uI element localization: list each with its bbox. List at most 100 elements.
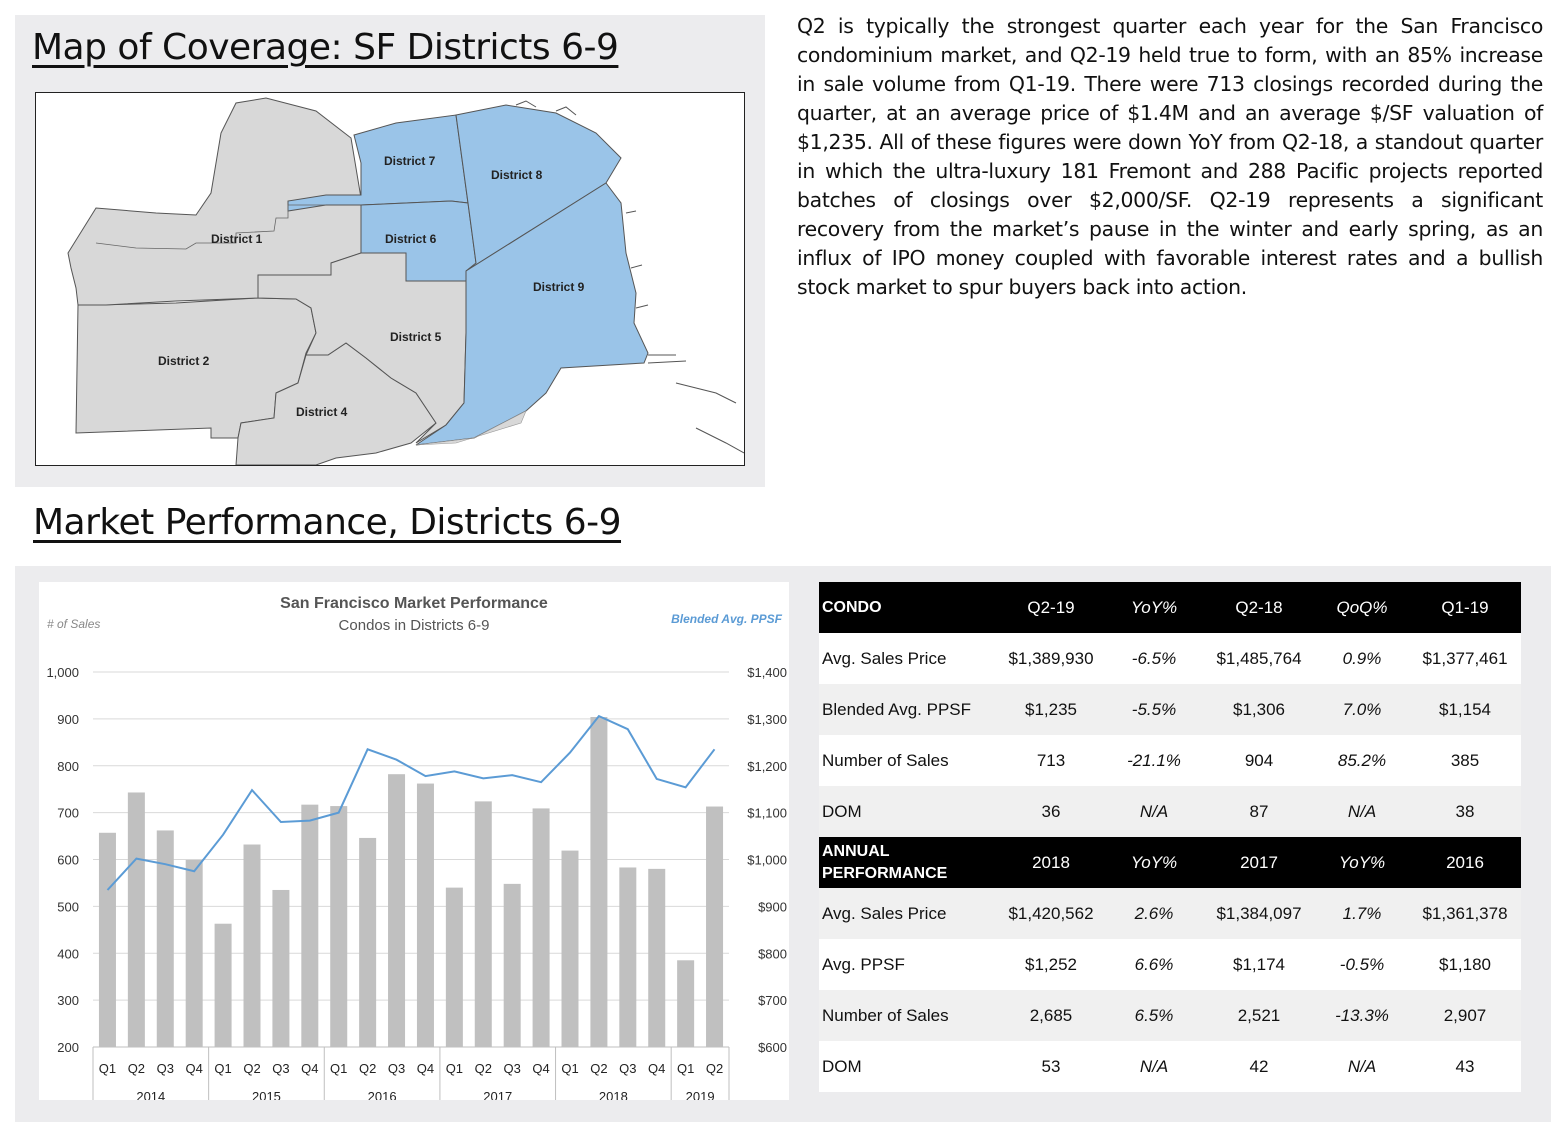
performance-panel: San Francisco Market Performance Condos … — [15, 566, 1551, 1122]
table-cell: YoY% — [1105, 582, 1203, 633]
row-label: Number of Sales — [819, 735, 997, 786]
stats-table: CONDO Q2-19 YoY% Q2-18 QoQ% Q1-19 Avg. Sales P… — [819, 582, 1521, 1092]
table-cell: $1,235 — [997, 684, 1105, 735]
y2-tick-label: $1,100 — [747, 806, 787, 821]
y2-tick-label: $1,400 — [747, 665, 787, 680]
table-cell: 38 — [1409, 786, 1521, 837]
table-cell: -6.5% — [1105, 633, 1203, 684]
table-cell: 904 — [1203, 735, 1315, 786]
x-tick-label: Q1 — [99, 1061, 116, 1076]
sales-bar — [416, 783, 434, 1047]
table-cell: Q2-18 — [1203, 582, 1315, 633]
sales-bar — [474, 801, 492, 1047]
table-cell: 6.5% — [1105, 990, 1203, 1041]
condo-row: Avg. Sales Price $1,389,930 -6.5% $1,485,76… — [819, 633, 1521, 684]
row-label: Avg. Sales Price — [819, 888, 997, 939]
sales-bar — [532, 808, 550, 1047]
table-cell: $1,180 — [1409, 939, 1521, 990]
table-cell: -21.1% — [1105, 735, 1203, 786]
table-cell: -0.5% — [1315, 939, 1409, 990]
year-label: 2017 — [483, 1089, 512, 1100]
y-tick-label: 500 — [57, 899, 79, 914]
x-tick-label: Q2 — [128, 1061, 145, 1076]
table-cell: 2017 — [1203, 837, 1315, 888]
row-label: Avg. PPSF — [819, 939, 997, 990]
y2-tick-label: $700 — [758, 993, 787, 1008]
x-tick-label: Q1 — [561, 1061, 578, 1076]
district-5-label: District 5 — [390, 330, 442, 344]
table-cell: N/A — [1105, 1041, 1203, 1092]
sales-bar — [677, 960, 695, 1047]
table-cell: $1,154 — [1409, 684, 1521, 735]
x-tick-label: Q2 — [475, 1061, 492, 1076]
table-cell: 2,521 — [1203, 990, 1315, 1041]
y-tick-label: 800 — [57, 759, 79, 774]
y2-tick-label: $1,200 — [747, 759, 787, 774]
table-cell: QoQ% — [1315, 582, 1409, 633]
table-cell: $1,377,461 — [1409, 633, 1521, 684]
y2-tick-label: $1,300 — [747, 712, 787, 727]
table-cell: Q2-19 — [997, 582, 1105, 633]
year-label: 2018 — [599, 1089, 628, 1100]
y-tick-label: 900 — [57, 712, 79, 727]
district-9-label: District 9 — [533, 280, 585, 294]
sales-bar — [445, 887, 463, 1047]
annual-row: DOM 53 N/A 42 N/A 43 — [819, 1041, 1521, 1092]
chart-title: San Francisco Market Performance — [280, 595, 548, 612]
sales-bar — [98, 832, 116, 1047]
district-4-label: District 4 — [296, 405, 348, 419]
district-map-svg: District 7 District 8 District 1 Distric… — [36, 93, 744, 465]
row-label: ANNUAL PERFORMANCE — [819, 837, 997, 888]
sales-bar — [619, 867, 637, 1047]
x-tick-label: Q3 — [619, 1061, 636, 1076]
x-tick-label: Q4 — [648, 1061, 665, 1076]
x-tick-label: Q4 — [532, 1061, 549, 1076]
table-cell: 2,907 — [1409, 990, 1521, 1041]
sales-bar — [272, 889, 290, 1047]
table-cell: 43 — [1409, 1041, 1521, 1092]
x-tick-label: Q1 — [330, 1061, 347, 1076]
row-label: DOM — [819, 1041, 997, 1092]
x-tick-label: Q4 — [417, 1061, 434, 1076]
table-cell: $1,384,097 — [1203, 888, 1315, 939]
row-label: Blended Avg. PPSF — [819, 684, 997, 735]
table-cell: 87 — [1203, 786, 1315, 837]
year-label: 2014 — [136, 1089, 165, 1100]
annual-row: Avg. PPSF $1,252 6.6% $1,174 -0.5% $1,180 — [819, 939, 1521, 990]
y2-tick-label: $1,000 — [747, 853, 787, 868]
table-cell: N/A — [1315, 1041, 1409, 1092]
table-cell: 36 — [997, 786, 1105, 837]
sales-bar — [243, 844, 261, 1047]
table-cell: $1,485,764 — [1203, 633, 1315, 684]
sales-bar — [359, 837, 377, 1047]
annual-row: Number of Sales 2,685 6.5% 2,521 -13.3% 2,907 — [819, 990, 1521, 1041]
y-tick-label: 600 — [57, 853, 79, 868]
performance-title: Market Performance, Districts 6-9 — [33, 502, 622, 543]
district-7-label: District 7 — [384, 154, 436, 168]
sales-bar — [388, 774, 406, 1047]
condo-row: Number of Sales 713 -21.1% 904 85.2% 385 — [819, 735, 1521, 786]
table-cell: 2018 — [997, 837, 1105, 888]
table-cell: $1,174 — [1203, 939, 1315, 990]
table-cell: 385 — [1409, 735, 1521, 786]
x-tick-label: Q4 — [301, 1061, 318, 1076]
y-tick-label: 200 — [57, 1040, 79, 1055]
y-tick-label: 400 — [57, 946, 79, 961]
table-cell: $1,306 — [1203, 684, 1315, 735]
condo-row: Blended Avg. PPSF $1,235 -5.5% $1,306 7.0% $1… — [819, 684, 1521, 735]
table-cell: 53 — [997, 1041, 1105, 1092]
sales-bar — [561, 850, 579, 1047]
table-cell: -13.3% — [1315, 990, 1409, 1041]
y2-tick-label: $800 — [758, 946, 787, 961]
chart-subtitle: Condos in Districts 6-9 — [339, 617, 490, 634]
table-cell: 2.6% — [1105, 888, 1203, 939]
y2-tick-label: $600 — [758, 1040, 787, 1055]
year-label: 2015 — [252, 1089, 281, 1100]
x-tick-label: Q2 — [706, 1061, 723, 1076]
x-tick-label: Q3 — [388, 1061, 405, 1076]
year-label: 2016 — [368, 1089, 397, 1100]
district-5-shape — [257, 252, 467, 444]
table-cell: 2016 — [1409, 837, 1521, 888]
sales-bar — [706, 806, 724, 1047]
table-cell: $1,420,562 — [997, 888, 1105, 939]
